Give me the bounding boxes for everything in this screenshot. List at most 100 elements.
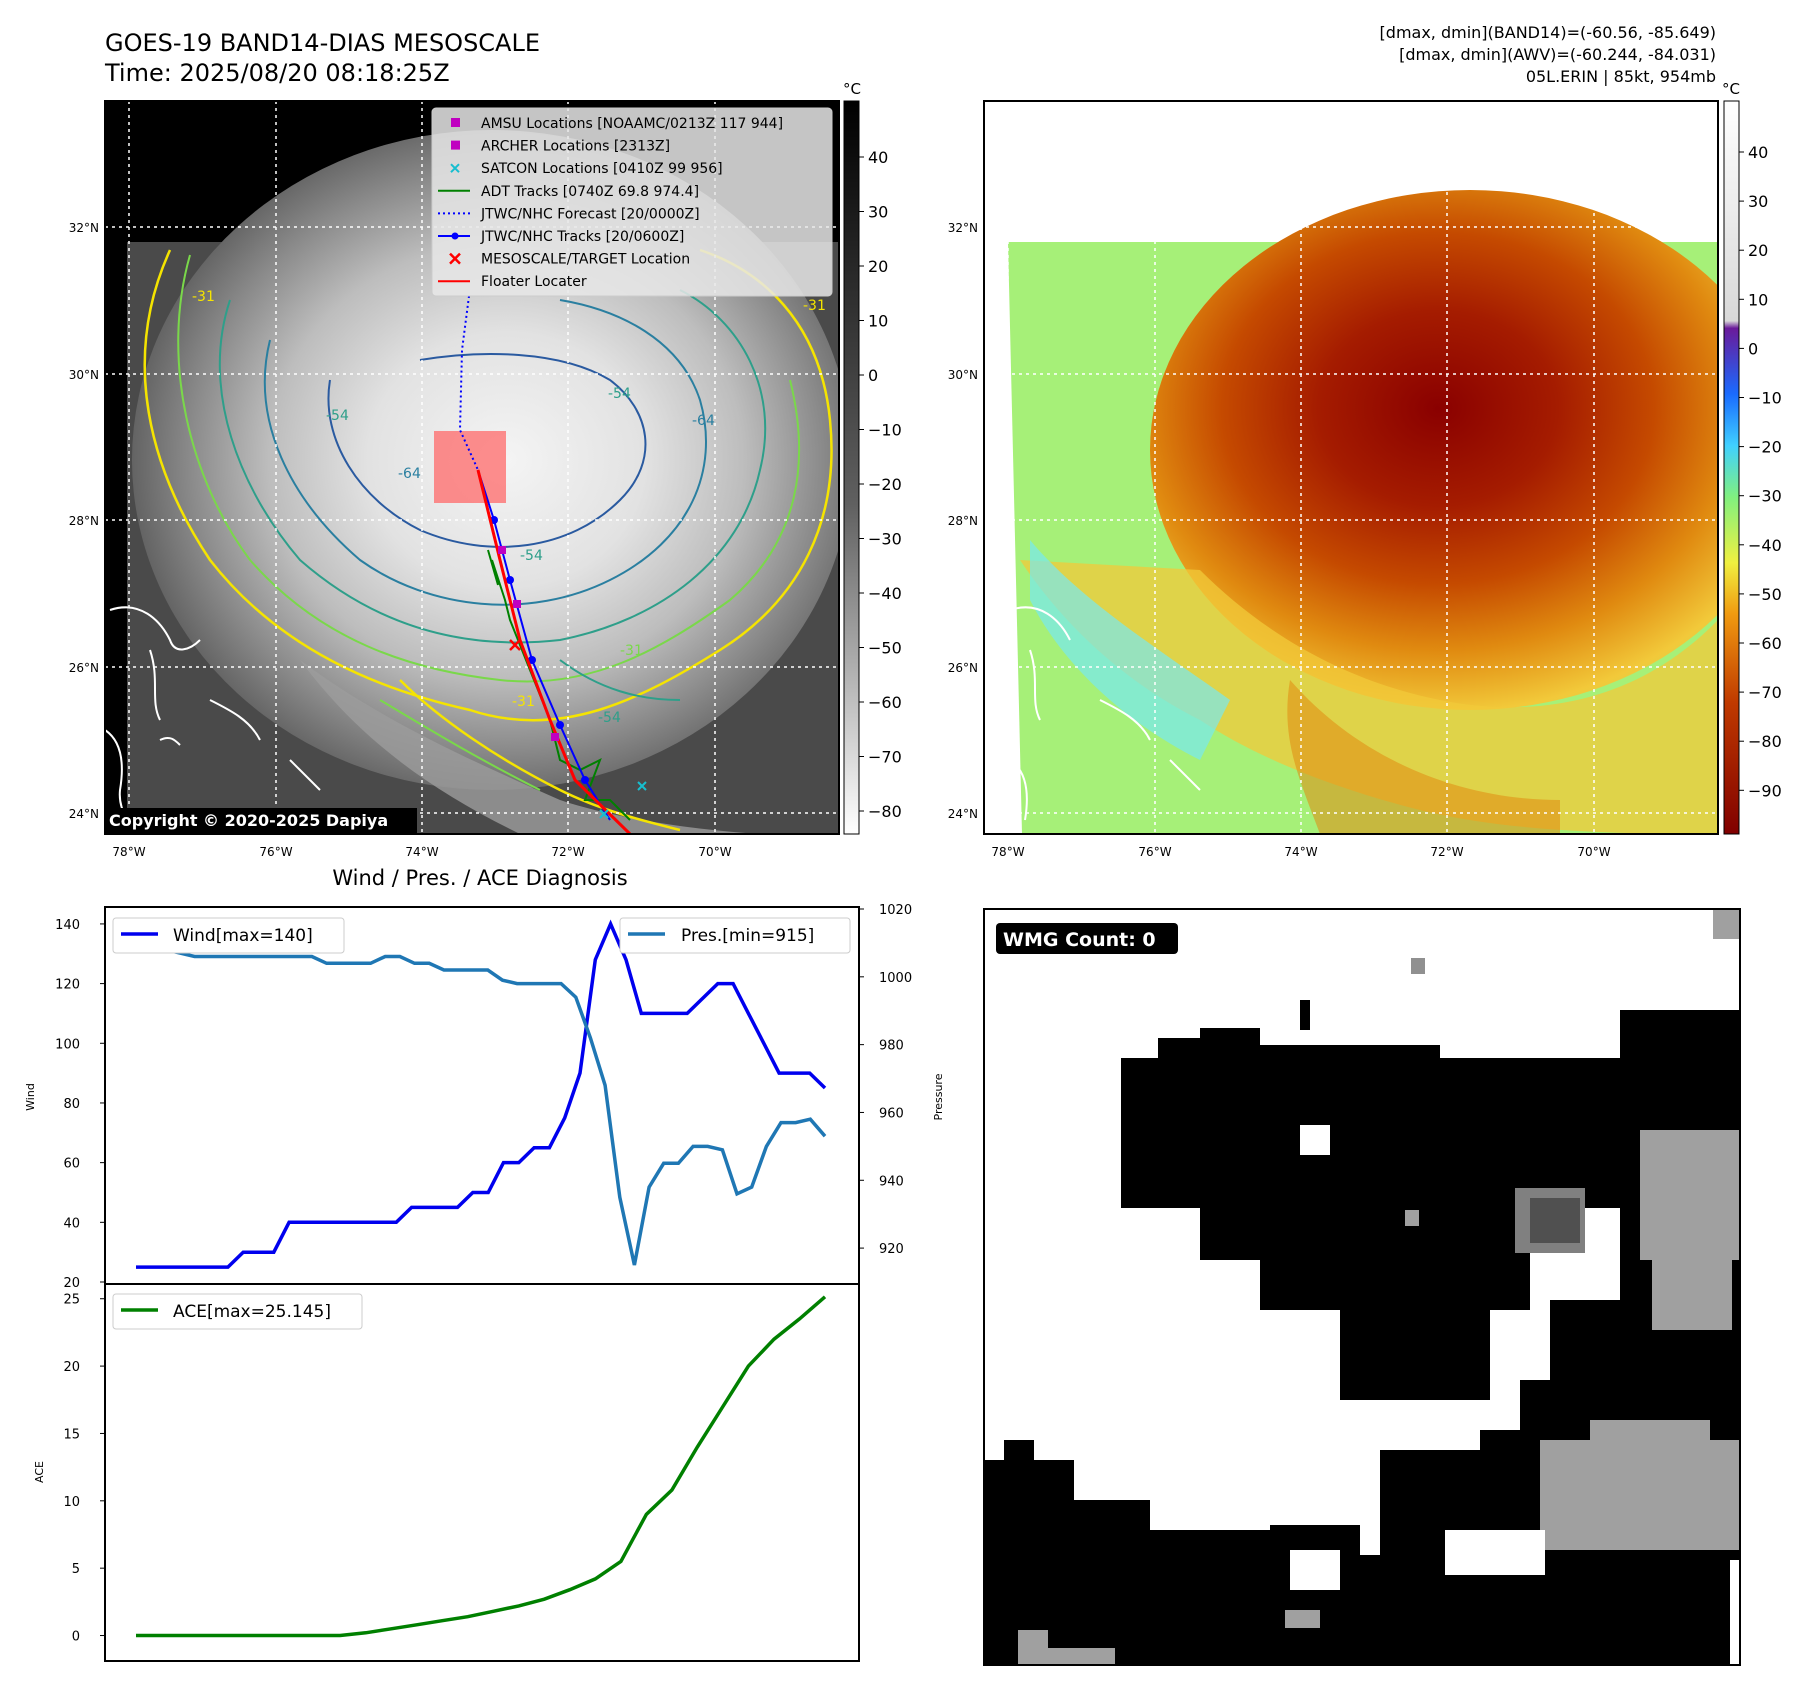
wind-tick-label: 40 [63, 1216, 80, 1231]
colorbar-tick-label: 10 [868, 312, 888, 331]
contour-label: -54 [326, 408, 349, 424]
pressure-tick-label: 960 [879, 1106, 904, 1121]
wmg-cell-block [1652, 1260, 1732, 1330]
wmg-cell-block [1530, 1198, 1580, 1243]
wmg-cell-block [1405, 1210, 1419, 1226]
lon-label: 72°W [1430, 845, 1463, 859]
colorbar-tick-label: −50 [868, 639, 902, 658]
colorbar-unit: °C [1722, 80, 1740, 98]
map-legend: AMSU Locations [NOAAMC/0213Z 117 944] ARC… [431, 107, 833, 297]
lon-label: 74°W [1284, 845, 1317, 859]
ace-frame [104, 1283, 860, 1662]
colorbar-tick-label: 30 [1748, 192, 1768, 211]
rainband [300, 660, 760, 834]
colorbar-unit: °C [843, 80, 861, 98]
wmg-cell-block [1004, 1440, 1034, 1465]
map-gridlines [984, 101, 1718, 834]
ace-tick-label: 0 [72, 1630, 80, 1645]
wmg-cell-block [1300, 1000, 1310, 1030]
pressure-series-line [136, 924, 827, 1266]
amsu-archer-points [498, 546, 559, 741]
wmg-cell-block [1035, 1648, 1115, 1665]
wind-tick-label: 120 [55, 978, 80, 993]
colorbar-tick-label: −90 [1748, 781, 1782, 800]
legend-marker [451, 118, 460, 127]
colorbar-tick-label: 0 [868, 366, 878, 385]
wmg-cell-block [1285, 1610, 1320, 1628]
ace-tick-label: 25 [63, 1293, 80, 1308]
coastlines [105, 606, 321, 834]
ace-tick-label: 10 [63, 1495, 80, 1510]
ace-panel: ACE 0 5 10 15 20 25 ACE[max=25.145] [33, 1283, 860, 1662]
legend-marker [450, 163, 460, 173]
figure-time: Time: 2025/08/20 08:18:25Z [104, 59, 450, 87]
lat-label: 30°N [69, 368, 99, 382]
legend-item: ARCHER Locations [2313Z] [451, 139, 670, 155]
wmg-frame [983, 908, 1741, 1666]
legend-marker [451, 232, 459, 240]
legend-box [431, 107, 833, 297]
legend-item: JTWC/NHC Forecast [20/0000Z] [438, 206, 700, 222]
colorbar-tick-label: −10 [1748, 389, 1782, 408]
pressure-tick-label: 1000 [879, 971, 912, 986]
jtwc-forecast-track [458, 295, 479, 471]
colorbar-tick-label: −30 [1748, 487, 1782, 506]
lat-label: 32°N [69, 221, 99, 235]
figure-title: GOES-19 BAND14-DIAS MESOSCALE [105, 29, 540, 57]
wmg-cell-block [1140, 1530, 1290, 1665]
wmg-cell-block [1290, 1550, 1340, 1590]
colorbar-tick-label: −80 [868, 802, 902, 821]
wind-tick-label: 60 [63, 1157, 80, 1172]
wmg-badge-box [996, 923, 1178, 954]
copyright-box [105, 808, 417, 833]
lon-label: 74°W [405, 845, 438, 859]
lat-label: 24°N [69, 807, 99, 821]
colorbar-tick-label: −60 [1748, 634, 1782, 653]
colorbar-tick-label: −30 [868, 530, 902, 549]
map-frame [983, 100, 1719, 835]
pressure-tick-label: 920 [879, 1242, 904, 1257]
wmg-cell-block [1540, 1440, 1740, 1550]
lat-label: 32°N [948, 221, 978, 235]
contour-label: -54 [520, 548, 543, 564]
wind-tick-label: 100 [55, 1037, 80, 1052]
lon-label: 70°W [1577, 845, 1610, 859]
colorbar-tick-label: 40 [1748, 143, 1768, 162]
lat-label: 28°N [948, 514, 978, 528]
contour-label: -31 [620, 643, 643, 659]
legend-label: JTWC/NHC Forecast [20/0000Z] [480, 206, 700, 222]
colorbar-tick-label: −20 [1748, 438, 1782, 457]
legend-item: MESOSCALE/TARGET Location [449, 252, 690, 268]
wind-tick-label: 20 [63, 1276, 80, 1291]
floater-track [476, 469, 632, 834]
contour-label: -64 [398, 466, 421, 482]
contour-label: -54 [608, 386, 631, 402]
colorbar-tick-label: 30 [868, 203, 888, 222]
wind-tick-label: 80 [63, 1097, 80, 1112]
storm-info-text: 05L.ERIN | 85kt, 954mb [1526, 67, 1716, 86]
colorbar-tick-label: −40 [868, 584, 902, 603]
legend-marker [449, 252, 461, 265]
colorbar-tick-label: −10 [868, 421, 902, 440]
storm-cloud-shield [1150, 190, 1718, 710]
wind-pressure-frame [104, 906, 860, 1285]
colorbar-tick-label: −70 [1748, 683, 1782, 702]
contour-labels: -31 -54 -64 -54 -64 -54 -31 -31 -54 -31 [192, 289, 826, 726]
legend-marker [451, 140, 460, 150]
legend-label: ADT Tracks [0740Z 69.8 974.4] [481, 184, 699, 200]
legend-label: AMSU Locations [NOAAMC/0213Z 117 944] [481, 116, 783, 132]
ace-axis-label: ACE [33, 1461, 46, 1483]
pressure-tick-label: 1020 [879, 903, 912, 918]
colorbar-tick-label: 0 [1748, 339, 1758, 358]
lat-label: 28°N [69, 514, 99, 528]
ace-tick-label: 5 [72, 1562, 80, 1577]
colorbar-tick-label: −40 [1748, 536, 1782, 555]
legend-item: Floater Locater [438, 274, 587, 290]
legend-label: SATCON Locations [0410Z 99 956] [481, 161, 723, 177]
colorbar-tick-label: −50 [1748, 585, 1782, 604]
wmg-cell-block [1070, 1500, 1150, 1665]
lon-label: 76°W [259, 845, 292, 859]
contour-label: -54 [598, 710, 621, 726]
lon-label: 78°W [991, 845, 1024, 859]
ace-legend-box [112, 1293, 363, 1330]
